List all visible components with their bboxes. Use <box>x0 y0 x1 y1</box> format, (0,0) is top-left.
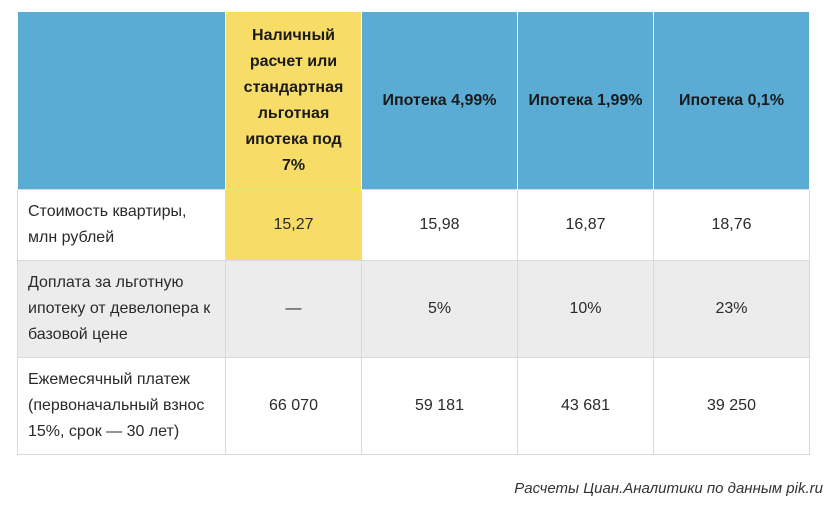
table-row-apartment-price: Стоимость квартиры, млн рублей 15,27 15,… <box>17 189 810 261</box>
cell-payment-cash: 66 070 <box>225 357 362 455</box>
cell-markup-cash: — <box>225 260 362 358</box>
source-caption: Расчеты Циан.Аналитики по данным pik.ru <box>514 480 823 497</box>
cell-price-0-1: 18,76 <box>653 189 810 261</box>
table-row-monthly-payment: Ежемесячный платеж (первоначальный взнос… <box>17 357 810 455</box>
table-header-row: Наличный расчет или стандартная льготная… <box>17 12 810 190</box>
cell-markup-1-99: 10% <box>517 260 654 358</box>
cell-payment-1-99: 43 681 <box>517 357 654 455</box>
table-row-developer-markup: Доплата за льготную ипотеку от девелопер… <box>17 260 810 358</box>
mortgage-comparison-table: Наличный расчет или стандартная льготная… <box>17 12 810 455</box>
cell-payment-0-1: 39 250 <box>653 357 810 455</box>
cell-price-1-99: 16,87 <box>517 189 654 261</box>
row-label-developer-markup: Доплата за льготную ипотеку от девелопер… <box>17 260 226 358</box>
header-corner-cell <box>17 12 226 190</box>
row-label-monthly-payment: Ежемесячный платеж (первоначальный взнос… <box>17 357 226 455</box>
row-label-apartment-price: Стоимость квартиры, млн рублей <box>17 189 226 261</box>
header-mortgage-1-99: Ипотека 1,99% <box>517 12 654 190</box>
cell-price-4-99: 15,98 <box>361 189 518 261</box>
header-mortgage-0-1: Ипотека 0,1% <box>653 12 810 190</box>
cell-price-cash: 15,27 <box>225 189 362 261</box>
cell-markup-4-99: 5% <box>361 260 518 358</box>
cell-markup-0-1: 23% <box>653 260 810 358</box>
header-mortgage-4-99: Ипотека 4,99% <box>361 12 518 190</box>
header-cash-or-standard-mortgage: Наличный расчет или стандартная льготная… <box>225 12 362 190</box>
cell-payment-4-99: 59 181 <box>361 357 518 455</box>
